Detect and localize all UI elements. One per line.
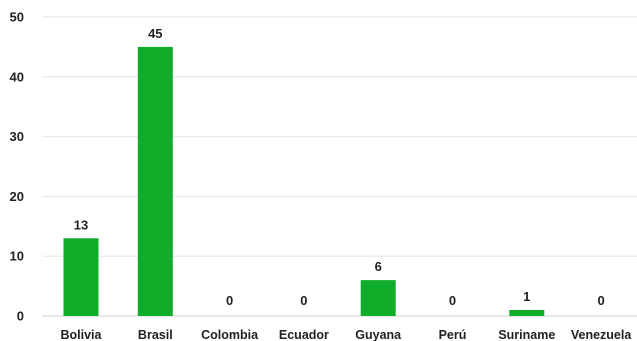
x-tick-label-colombia: Colombia bbox=[201, 328, 259, 341]
bar-bolivia bbox=[63, 238, 99, 316]
data-label-venezuela: 0 bbox=[597, 293, 604, 308]
y-tick-label-40: 40 bbox=[10, 69, 24, 84]
x-tick-label-bolivia: Bolivia bbox=[61, 328, 103, 341]
bar-suriname bbox=[509, 310, 545, 316]
x-tick-label-ecuador: Ecuador bbox=[279, 328, 329, 341]
x-tick-label-suriname: Suriname bbox=[498, 328, 555, 341]
x-tick-label-peru: Perú bbox=[439, 328, 467, 341]
y-axis: 0 10 20 30 40 50 bbox=[10, 10, 24, 324]
y-tick-label-0: 0 bbox=[17, 309, 24, 324]
y-tick-label-20: 20 bbox=[10, 189, 24, 204]
data-label-brasil: 45 bbox=[148, 26, 162, 41]
y-tick-label-30: 30 bbox=[10, 129, 24, 144]
y-tick-label-10: 10 bbox=[10, 249, 24, 264]
data-labels: 13 45 0 0 6 0 1 0 bbox=[74, 26, 605, 308]
x-axis: Bolivia Brasil Colombia Ecuador Guyana Perú Su… bbox=[61, 328, 633, 341]
data-label-colombia: 0 bbox=[226, 293, 233, 308]
data-label-peru: 0 bbox=[449, 293, 456, 308]
data-label-bolivia: 13 bbox=[74, 217, 88, 232]
data-label-suriname: 1 bbox=[523, 289, 530, 304]
bar-brasil bbox=[137, 46, 173, 317]
gridlines bbox=[42, 16, 637, 317]
y-tick-label-50: 50 bbox=[10, 10, 24, 25]
bar-guyana bbox=[360, 280, 396, 316]
data-label-guyana: 6 bbox=[375, 259, 382, 274]
x-tick-label-brasil: Brasil bbox=[138, 328, 173, 341]
bars bbox=[63, 46, 545, 317]
x-tick-label-venezuela: Venezuela bbox=[571, 328, 632, 341]
x-tick-label-guyana: Guyana bbox=[355, 328, 402, 341]
data-label-ecuador: 0 bbox=[300, 293, 307, 308]
